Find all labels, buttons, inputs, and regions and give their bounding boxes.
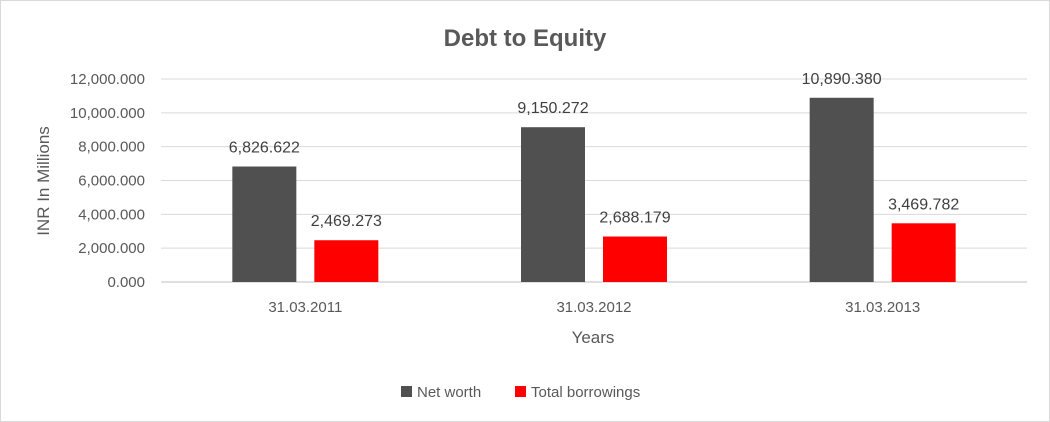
bar-total-borrowings — [603, 236, 667, 282]
y-tick-label: 8,000.000 — [78, 139, 145, 156]
legend-swatch — [401, 386, 412, 397]
bars — [232, 97, 956, 282]
y-axis-ticks: 0.000 2,000.000 4,000.000 6,000.000 8,000.00… — [70, 71, 145, 291]
y-tick-label: 12,000.000 — [70, 71, 145, 88]
x-axis-title: Years — [572, 328, 615, 347]
y-tick-label: 4,000.000 — [78, 206, 145, 223]
chart-title: Debt to Equity — [444, 25, 607, 52]
legend: Net worth Total borrowings — [401, 384, 640, 401]
y-tick-label: 6,000.000 — [78, 173, 145, 190]
data-labels: 6,826.622 2,469.273 9,150.272 2,688.179 10,8… — [229, 71, 960, 230]
x-tick-label: 31.03.2012 — [556, 299, 631, 316]
x-tick-label: 31.03.2011 — [268, 299, 342, 316]
bar-total-borrowings — [314, 240, 379, 282]
bar-net-worth — [809, 97, 874, 282]
data-label: 6,826.622 — [229, 140, 300, 157]
data-label: 9,150.272 — [517, 100, 588, 117]
legend-label: Net worth — [417, 384, 481, 401]
x-tick-label: 31.03.2013 — [845, 299, 920, 316]
data-label: 3,469.782 — [888, 196, 959, 213]
legend-swatch — [515, 386, 526, 397]
y-tick-label: 10,000.000 — [70, 105, 145, 122]
x-axis-ticks: 31.03.2011 31.03.2012 31.03.2013 — [268, 299, 920, 316]
data-label: 2,469.273 — [311, 213, 382, 230]
bar-net-worth — [521, 127, 585, 282]
bar-net-worth — [232, 166, 297, 282]
bar-total-borrowings — [891, 223, 956, 282]
y-axis-title: INR In Millions — [34, 126, 53, 236]
gridlines — [161, 78, 1027, 283]
y-tick-label: 0.000 — [107, 274, 145, 291]
y-tick-label: 2,000.000 — [78, 240, 145, 257]
data-label: 10,890.380 — [802, 71, 882, 88]
legend-label: Total borrowings — [531, 384, 640, 401]
data-label: 2,688.179 — [599, 210, 670, 227]
